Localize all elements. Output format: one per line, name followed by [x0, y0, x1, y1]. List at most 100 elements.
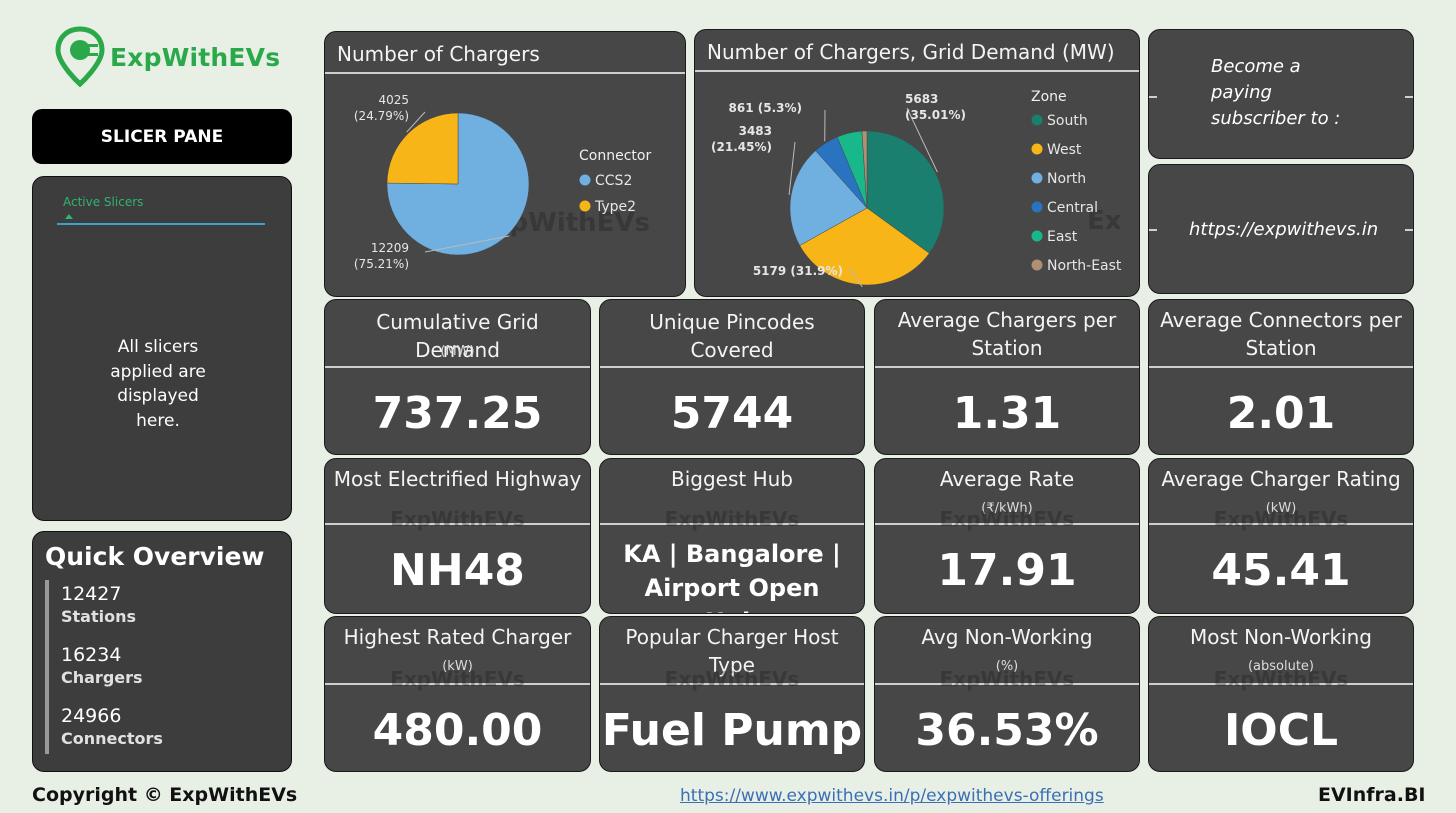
overview-value: 12427 [61, 583, 122, 605]
subscribe-card: Become a paying subscriber to : [1148, 29, 1414, 159]
data-label: 12209 (75.21%) [354, 241, 409, 271]
kpi-divider [1149, 366, 1413, 368]
kpi-title: Avg Non-Working [921, 625, 1093, 649]
kpi-unit: (MW) [440, 344, 475, 359]
kpi-value: 36.53% [915, 705, 1099, 756]
card-tick [1405, 229, 1413, 231]
product-name: EVInfra.BI [1318, 784, 1426, 806]
kpi-card[interactable]: Most Electrified Highway ExpWithEVs NH48 [324, 458, 591, 614]
watermark-text: ExpWithEVs [1213, 667, 1349, 691]
chart-title: Number of Chargers, Grid Demand (MW) [707, 40, 1115, 64]
kpi-divider [600, 683, 864, 685]
kpi-value: NH48 [390, 545, 525, 596]
legend-label[interactable]: Type2 [594, 199, 636, 215]
slicer-pane-header[interactable]: SLICER PANE [32, 109, 292, 164]
watermark-text: ExpWithEVs [390, 667, 525, 691]
legend-marker [1031, 259, 1043, 271]
legend-marker [1031, 114, 1043, 126]
kpi-divider [875, 683, 1139, 685]
watermark-text: ExpWithEVs [390, 507, 525, 531]
watermark-text: Ex [1087, 206, 1122, 236]
copyright-text: Copyright © ExpWithEVs [32, 784, 298, 806]
connector-pie[interactable]: 12209 (75.21%) 4025 (24.79%) Connector CCS2… [325, 32, 686, 297]
card-tick [1149, 96, 1157, 98]
kpi-title: Unique Pincodes Covered [649, 310, 815, 362]
caret-up-icon [65, 214, 73, 219]
kpi-card[interactable]: Average Chargers per Station 1.31 [874, 299, 1140, 455]
kpi-unit: (kW) [442, 659, 473, 674]
legend-title: Connector [579, 148, 651, 164]
kpi-card[interactable]: Popular Charger Host Type ExpWithEVs Fuel … [599, 616, 865, 772]
kpi-unit: (%) [995, 659, 1019, 674]
overview-accent-bar [45, 580, 49, 754]
subscribe-url-card[interactable]: https://expwithevs.in [1148, 164, 1414, 294]
watermark-text: ExpWithEVs [939, 507, 1075, 531]
kpi-title: Highest Rated Charger [343, 625, 572, 649]
kpi-unit: (absolute) [1247, 659, 1315, 674]
legend-label[interactable]: CCS2 [595, 173, 632, 189]
subscribe-line: paying [1211, 82, 1272, 103]
kpi-card[interactable]: Average Rate (₹/kWh) ExpWithEVs 17.91 [874, 458, 1140, 614]
pie-slice-west[interactable] [799, 207, 930, 286]
zone-pie[interactable]: 5683 (35.01%) 5179 (31.9%) 3483 (21.45%) 861 … [695, 30, 1140, 297]
pie-slice-north-east[interactable] [861, 130, 868, 209]
watermark-text: ExpWithEVs [939, 667, 1075, 691]
kpi-unit: (₹/kWh) [981, 501, 1033, 516]
pie-slice-north[interactable] [789, 150, 868, 246]
legend-marker [1031, 172, 1043, 184]
overview-value: 16234 [61, 644, 122, 666]
kpi-value: 45.41 [1211, 545, 1351, 596]
kpi-divider [325, 366, 590, 368]
kpi-card[interactable]: Cumulative Grid Demand (MW) 737.25 [324, 299, 591, 455]
overview-label: Chargers [61, 668, 143, 687]
overview-label: Connectors [61, 729, 163, 748]
kpi-value: Fuel Pump [601, 705, 863, 756]
offerings-link[interactable]: https://www.expwithevs.in/p/expwithevs-o… [680, 786, 1104, 806]
pie-slice-type2[interactable] [386, 112, 459, 185]
kpi-card[interactable]: Average Connectors per Station 2.01 [1148, 299, 1414, 455]
legend-marker [1031, 143, 1043, 155]
kpi-value: IOCL [1223, 705, 1339, 756]
slicer-pane: Active Slicers All slicers applied are d… [32, 176, 292, 521]
legend-label[interactable]: Central [1047, 200, 1098, 216]
legend-title: Zone [1031, 89, 1067, 105]
legend-marker [579, 174, 591, 186]
kpi-divider [875, 523, 1139, 525]
data-label: 5683 (35.01%) [905, 92, 966, 122]
legend-label[interactable]: North [1047, 171, 1086, 187]
chargers-by-zone-chart[interactable]: Number of Chargers, Grid Demand (MW) Ex … [694, 29, 1140, 297]
kpi-divider [1149, 683, 1413, 685]
pie-slice-south[interactable] [866, 130, 945, 254]
leader-line [906, 107, 938, 173]
legend-label[interactable]: West [1047, 142, 1082, 158]
leader-line [406, 111, 426, 133]
data-label: 3483 (21.45%) [711, 124, 772, 154]
legend-marker [1031, 201, 1043, 213]
brand-logo: ExpWithEVs [54, 26, 294, 88]
kpi-card[interactable]: Average Charger Rating (kW) ExpWithEVs 45.4… [1148, 458, 1414, 614]
kpi-divider [600, 366, 864, 368]
kpi-title: Biggest Hub [670, 467, 793, 491]
legend-marker [579, 200, 591, 212]
legend-label[interactable]: North-East [1047, 258, 1122, 274]
chargers-by-connector-chart[interactable]: Number of Chargers ExpWithEVs 12209 (75.2… [324, 31, 686, 297]
kpi-card[interactable]: Avg Non-Working (%) ExpWithEVs 36.53% [874, 616, 1140, 772]
overview-value: 24966 [61, 705, 122, 727]
slicer-message: All slicers applied are displayed here. [110, 337, 206, 431]
kpi-title: Most Non-Working [1190, 625, 1372, 649]
kpi-title: Cumulative Grid Demand [376, 310, 539, 362]
legend-label[interactable]: East [1047, 229, 1078, 245]
quick-overview-title: Quick Overview [45, 542, 265, 571]
kpi-card[interactable]: Most Non-Working (absolute) ExpWithEVs IOCL [1148, 616, 1414, 772]
kpi-card[interactable]: Biggest Hub ExpWithEVs KA | Bangalore | Ai… [599, 458, 865, 614]
kpi-card[interactable]: Unique Pincodes Covered 5744 [599, 299, 865, 455]
kpi-divider [600, 523, 864, 525]
kpi-value: 1.31 [952, 388, 1062, 439]
chart-title: Number of Chargers [337, 42, 540, 66]
chart-title-divider [325, 72, 685, 74]
subscribe-url[interactable]: https://expwithevs.in [1189, 219, 1379, 240]
kpi-card[interactable]: Highest Rated Charger (kW) ExpWithEVs 480.0… [324, 616, 591, 772]
legend-label[interactable]: South [1047, 113, 1088, 129]
active-slicers-tab[interactable]: Active Slicers [63, 195, 144, 209]
kpi-value: 737.25 [372, 388, 543, 439]
